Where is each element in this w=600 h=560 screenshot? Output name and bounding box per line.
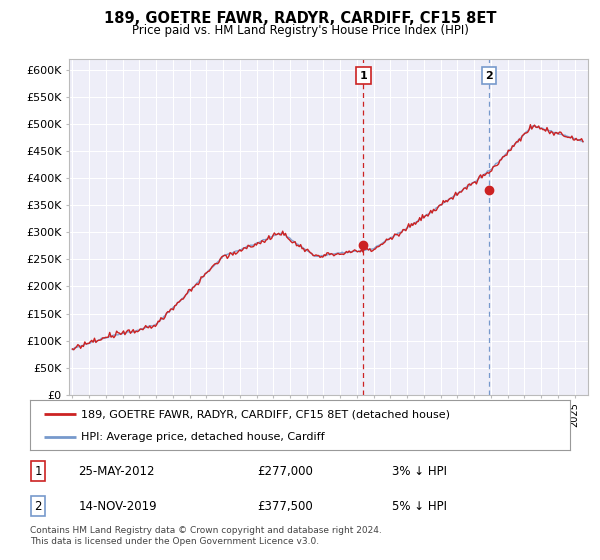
Text: 14-NOV-2019: 14-NOV-2019 — [79, 500, 157, 512]
Text: 189, GOETRE FAWR, RADYR, CARDIFF, CF15 8ET (detached house): 189, GOETRE FAWR, RADYR, CARDIFF, CF15 8… — [82, 409, 450, 419]
Text: 3% ↓ HPI: 3% ↓ HPI — [392, 465, 447, 478]
Text: 2: 2 — [34, 500, 42, 512]
Text: Price paid vs. HM Land Registry's House Price Index (HPI): Price paid vs. HM Land Registry's House … — [131, 24, 469, 36]
Text: 5% ↓ HPI: 5% ↓ HPI — [392, 500, 447, 512]
Text: 1: 1 — [34, 465, 42, 478]
Text: £277,000: £277,000 — [257, 465, 313, 478]
Text: 25-MAY-2012: 25-MAY-2012 — [79, 465, 155, 478]
Text: Contains HM Land Registry data © Crown copyright and database right 2024.
This d: Contains HM Land Registry data © Crown c… — [30, 526, 382, 546]
Text: 1: 1 — [359, 71, 367, 81]
Text: HPI: Average price, detached house, Cardiff: HPI: Average price, detached house, Card… — [82, 432, 325, 442]
Text: 2: 2 — [485, 71, 493, 81]
Text: 189, GOETRE FAWR, RADYR, CARDIFF, CF15 8ET: 189, GOETRE FAWR, RADYR, CARDIFF, CF15 8… — [104, 11, 496, 26]
Text: £377,500: £377,500 — [257, 500, 313, 512]
